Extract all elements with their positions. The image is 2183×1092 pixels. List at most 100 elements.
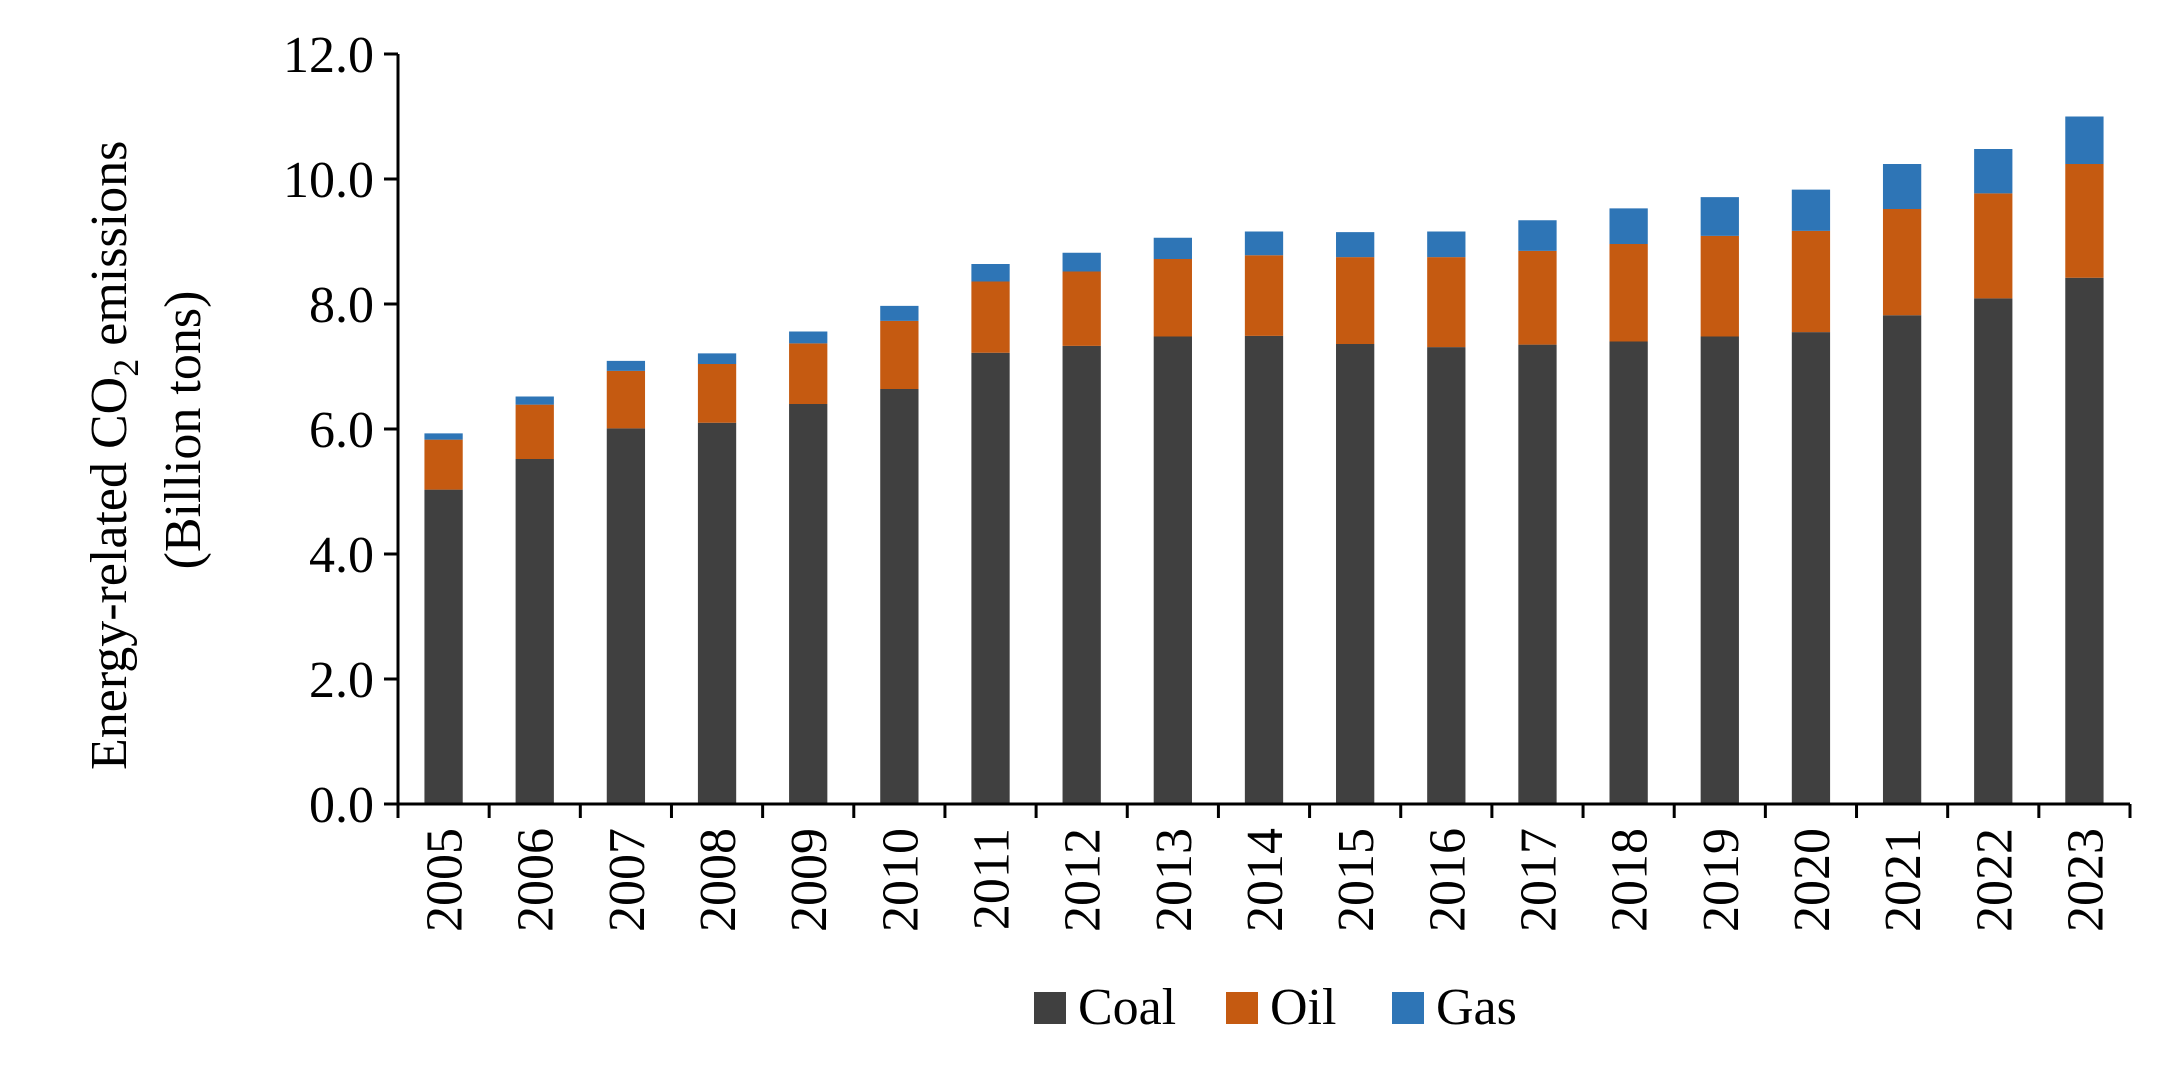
bar-oil-2014 — [1244, 255, 1284, 336]
bar-coal-2007 — [606, 428, 646, 804]
bar-coal-2023 — [2065, 277, 2104, 804]
bar-coal-2011 — [971, 352, 1010, 804]
x-tick-label: 2021 — [1875, 828, 1932, 932]
bar-oil-2010 — [880, 320, 919, 389]
x-tick-label: 2022 — [1966, 828, 2023, 932]
x-tick-label: 2023 — [2057, 828, 2114, 932]
y-tick-label: 0.0 — [309, 777, 374, 834]
bar-coal-2010 — [880, 389, 919, 804]
y-tick-label: 2.0 — [309, 652, 374, 709]
bar-oil-2018 — [1609, 244, 1648, 342]
x-tick-label: 2009 — [781, 828, 838, 932]
bar-gas-2014 — [1244, 231, 1284, 256]
bar-coal-2012 — [1062, 345, 1101, 804]
y-tick-label: 10.0 — [283, 152, 374, 209]
y-tick-label: 8.0 — [309, 277, 374, 334]
bar-coal-2005 — [424, 489, 463, 804]
bar-oil-2020 — [1791, 230, 1831, 333]
bar-coal-2009 — [789, 404, 828, 804]
y-tick-label: 4.0 — [309, 527, 374, 584]
bar-oil-2019 — [1700, 235, 1739, 337]
bar-gas-2013 — [1153, 237, 1192, 259]
bar-gas-2019 — [1700, 197, 1739, 236]
legend: Coal Oil Gas — [1034, 979, 1517, 1036]
bar-oil-2023 — [2065, 164, 2104, 278]
bar-oil-2009 — [789, 343, 828, 404]
x-tick-label: 2013 — [1146, 828, 1203, 932]
x-tick-label: 2011 — [964, 828, 1021, 930]
bar-coal-2022 — [1974, 298, 2013, 804]
y-axis-title-line2: (Billion tons) — [155, 291, 212, 570]
bar-oil-2016 — [1427, 257, 1466, 348]
bar-gas-2023 — [2065, 116, 2104, 164]
x-tick-label: 2015 — [1328, 828, 1385, 932]
bar-gas-2011 — [971, 264, 1010, 282]
x-tick-label: 2017 — [1510, 828, 1567, 932]
bar-coal-2006 — [515, 459, 554, 804]
bar-coal-2013 — [1153, 336, 1192, 804]
bar-oil-2017 — [1518, 250, 1557, 345]
bar-gas-2010 — [880, 305, 919, 321]
x-tick-label: 2016 — [1419, 828, 1476, 932]
bar-gas-2008 — [697, 353, 737, 364]
x-tick-label: 2006 — [508, 828, 565, 932]
bar-gas-2021 — [1882, 164, 1922, 209]
y-axis-ticks: 0.0 2.0 4.0 6.0 8.0 10.0 12.0 — [283, 27, 398, 834]
legend-swatch-gas — [1392, 992, 1424, 1024]
bar-series — [424, 116, 2104, 804]
bar-coal-2021 — [1882, 315, 1922, 804]
bar-coal-2018 — [1609, 341, 1648, 804]
bar-coal-2014 — [1244, 335, 1284, 804]
legend-label-gas: Gas — [1436, 979, 1517, 1036]
bar-gas-2006 — [515, 396, 554, 405]
bar-coal-2020 — [1791, 332, 1831, 804]
legend-label-oil: Oil — [1270, 979, 1336, 1036]
x-tick-label: 2008 — [690, 828, 747, 932]
bar-oil-2012 — [1062, 271, 1101, 346]
y-axis-title-subscript: 2 — [106, 359, 146, 377]
y-tick-label: 12.0 — [283, 27, 374, 84]
y-axis-title: Energy-related CO2 emissions (Billion to… — [81, 141, 212, 770]
x-tick-label: 2018 — [1602, 828, 1659, 932]
legend-label-coal: Coal — [1078, 979, 1176, 1036]
x-tick-label: 2010 — [872, 828, 929, 932]
bar-oil-2005 — [424, 439, 463, 490]
bar-coal-2016 — [1427, 347, 1466, 804]
bar-oil-2022 — [1974, 193, 2013, 299]
x-tick-label: 2005 — [417, 828, 474, 932]
bar-gas-2009 — [789, 331, 828, 344]
bar-oil-2008 — [697, 364, 737, 423]
bar-gas-2017 — [1518, 220, 1557, 251]
legend-swatch-coal — [1034, 992, 1066, 1024]
x-axis-ticks: 2005 2006 2007 2008 2009 2010 2011 2012 2013 2014… — [396, 804, 2132, 932]
bar-gas-2005 — [424, 433, 463, 440]
y-axis-title-suffix: emissions — [81, 141, 138, 359]
bar-gas-2018 — [1609, 208, 1648, 244]
x-tick-label: 2007 — [599, 828, 656, 932]
bar-coal-2019 — [1700, 336, 1739, 804]
bar-oil-2007 — [606, 370, 646, 429]
bar-gas-2012 — [1062, 252, 1101, 272]
x-tick-label: 2020 — [1784, 828, 1841, 932]
legend-swatch-oil — [1226, 992, 1258, 1024]
x-tick-label: 2012 — [1055, 828, 1112, 932]
bar-gas-2020 — [1791, 189, 1831, 231]
bar-oil-2021 — [1882, 209, 1922, 316]
y-tick-label: 6.0 — [309, 402, 374, 459]
y-axis-title-line1: Energy-related CO2 emissions — [81, 141, 146, 770]
bar-gas-2007 — [606, 360, 646, 371]
x-tick-label: 2019 — [1693, 828, 1750, 932]
bar-gas-2015 — [1336, 232, 1375, 258]
bar-coal-2008 — [697, 422, 737, 804]
bar-oil-2013 — [1153, 259, 1192, 337]
bar-gas-2016 — [1427, 231, 1466, 258]
bar-oil-2006 — [515, 404, 554, 459]
bar-oil-2015 — [1336, 257, 1375, 344]
y-axis-title-text: Energy-related CO — [81, 377, 138, 770]
bar-coal-2017 — [1518, 344, 1557, 804]
x-tick-label: 2014 — [1237, 828, 1294, 932]
bar-gas-2022 — [1974, 149, 2013, 194]
bar-oil-2011 — [971, 281, 1010, 353]
bar-coal-2015 — [1336, 344, 1375, 804]
